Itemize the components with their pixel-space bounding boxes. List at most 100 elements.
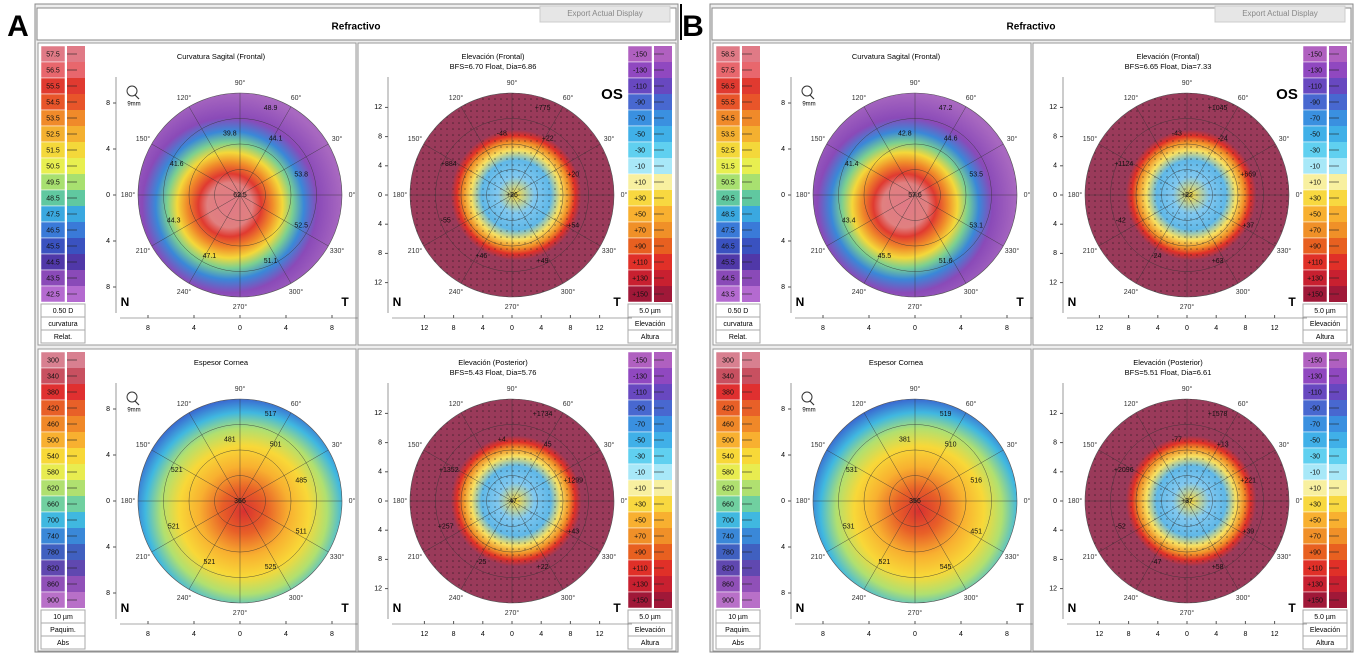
scale-label: -10: [1310, 469, 1320, 476]
map-value: 53.8: [294, 171, 308, 178]
scale-footer-label: curvatura: [48, 321, 77, 328]
angle-label: 90°: [910, 79, 921, 87]
angle-label: 120°: [177, 94, 192, 102]
y-tick-label: 0: [378, 192, 382, 199]
y-tick-label: 8: [1053, 133, 1057, 140]
scale-label: 44.5: [46, 259, 60, 266]
y-tick-label: 4: [781, 452, 785, 459]
angle-label: 30°: [604, 135, 615, 143]
scale-label: -90: [635, 99, 645, 106]
scale-label: 620: [47, 485, 59, 492]
map-value: 47.2: [939, 105, 953, 112]
scale-label: -50: [635, 131, 645, 138]
map-value: 45.5: [878, 253, 892, 260]
scale-label: +110: [632, 259, 647, 266]
x-tick-label: 4: [192, 631, 196, 638]
scale-label: 53.5: [721, 131, 735, 138]
temporal-label: T: [1016, 601, 1024, 615]
x-tick-label: 8: [330, 325, 334, 332]
map-title: Elevación (Posterior): [1133, 358, 1203, 367]
scale-label: 620: [722, 485, 734, 492]
map-value: 51.6: [939, 258, 953, 265]
angle-label: 180°: [1068, 191, 1083, 199]
angle-label: 270°: [1180, 609, 1195, 617]
screenshot: ARefractivoExport Actual Display57.556.5…: [0, 0, 1359, 655]
map-value: 62.5: [233, 192, 247, 199]
y-tick-label: 8: [378, 439, 382, 446]
map-value: -48: [497, 131, 507, 138]
export-button-label[interactable]: Export Actual Display: [567, 9, 643, 18]
x-tick-label: 0: [1185, 325, 1189, 332]
y-tick-label: 8: [781, 590, 785, 597]
y-tick-label: 4: [106, 544, 110, 551]
scale-label: 420: [47, 405, 59, 412]
angle-label: 120°: [1124, 94, 1139, 102]
angle-label: 90°: [235, 79, 246, 87]
x-tick-label: 4: [284, 631, 288, 638]
angle-label: 330°: [330, 247, 345, 255]
map-value: 521: [168, 523, 180, 530]
y-tick-label: 0: [781, 498, 785, 505]
map-value: 42.8: [898, 131, 912, 138]
scale-footer-label: 5.0 µm: [1314, 614, 1336, 621]
y-tick-label: 0: [781, 192, 785, 199]
scale-label: 860: [722, 581, 734, 588]
map-value: 53.1: [969, 222, 983, 229]
angle-label: 90°: [1182, 385, 1193, 393]
angle-label: 0°: [349, 497, 356, 505]
angle-label: 60°: [966, 94, 977, 102]
scale-label: +50: [634, 517, 646, 524]
x-tick-label: 8: [452, 325, 456, 332]
map-value: 45: [544, 442, 552, 449]
angle-label: 0°: [1296, 191, 1303, 199]
x-tick-label: 8: [821, 631, 825, 638]
scale-label: 900: [722, 597, 734, 604]
angle-label: 60°: [563, 400, 574, 408]
map-value: 517: [265, 411, 277, 418]
x-tick-label: 4: [539, 325, 543, 332]
angle-label: 270°: [908, 609, 923, 617]
angle-label: 60°: [563, 94, 574, 102]
scale-footer-label: Elevación: [1310, 627, 1340, 634]
x-tick-label: 8: [1127, 631, 1131, 638]
angle-label: 180°: [796, 497, 811, 505]
x-tick-label: 12: [1096, 631, 1104, 638]
scale-label: +10: [634, 179, 646, 186]
map-value: 51.1: [264, 258, 278, 265]
map-value: 531: [846, 467, 858, 474]
y-tick-label: 12: [374, 585, 382, 592]
temporal-label: T: [341, 601, 349, 615]
scale-label: +90: [634, 549, 646, 556]
angle-label: 90°: [507, 385, 518, 393]
nasal-label: N: [1068, 601, 1077, 615]
x-tick-label: 4: [539, 631, 543, 638]
map-value: 44.1: [269, 136, 283, 143]
angle-label: 180°: [393, 497, 408, 505]
y-tick-label: 4: [106, 452, 110, 459]
angle-label: 300°: [561, 288, 576, 296]
scale-label: -30: [1310, 453, 1320, 460]
scale-label: -30: [1310, 147, 1320, 154]
scale-footer-label: 5.0 µm: [639, 308, 661, 315]
export-button-label[interactable]: Export Actual Display: [1242, 9, 1318, 18]
scale-label: +150: [1307, 597, 1323, 604]
angle-label: 240°: [1124, 594, 1139, 602]
y-tick-label: 4: [781, 146, 785, 153]
map-value: +1578: [1208, 411, 1228, 418]
scale-label: 580: [722, 469, 734, 476]
scale-label: -110: [1308, 389, 1322, 396]
x-tick-label: 0: [1185, 631, 1189, 638]
scale-label: 860: [47, 581, 59, 588]
scale-footer-label: Relat.: [729, 334, 747, 341]
map-subtitle: BFS=6.70 Float, Dia=6.86: [450, 62, 537, 71]
y-tick-label: 4: [1053, 469, 1057, 476]
x-tick-label: 8: [1005, 325, 1009, 332]
scale-label: +110: [1307, 259, 1322, 266]
angle-label: 210°: [408, 553, 423, 561]
eye-label: OS: [1276, 86, 1298, 103]
scale-label: 54.5: [721, 115, 735, 122]
map-value: 501: [270, 442, 282, 449]
angle-label: 210°: [136, 553, 151, 561]
x-tick-label: 0: [238, 631, 242, 638]
nasal-label: N: [796, 295, 805, 309]
